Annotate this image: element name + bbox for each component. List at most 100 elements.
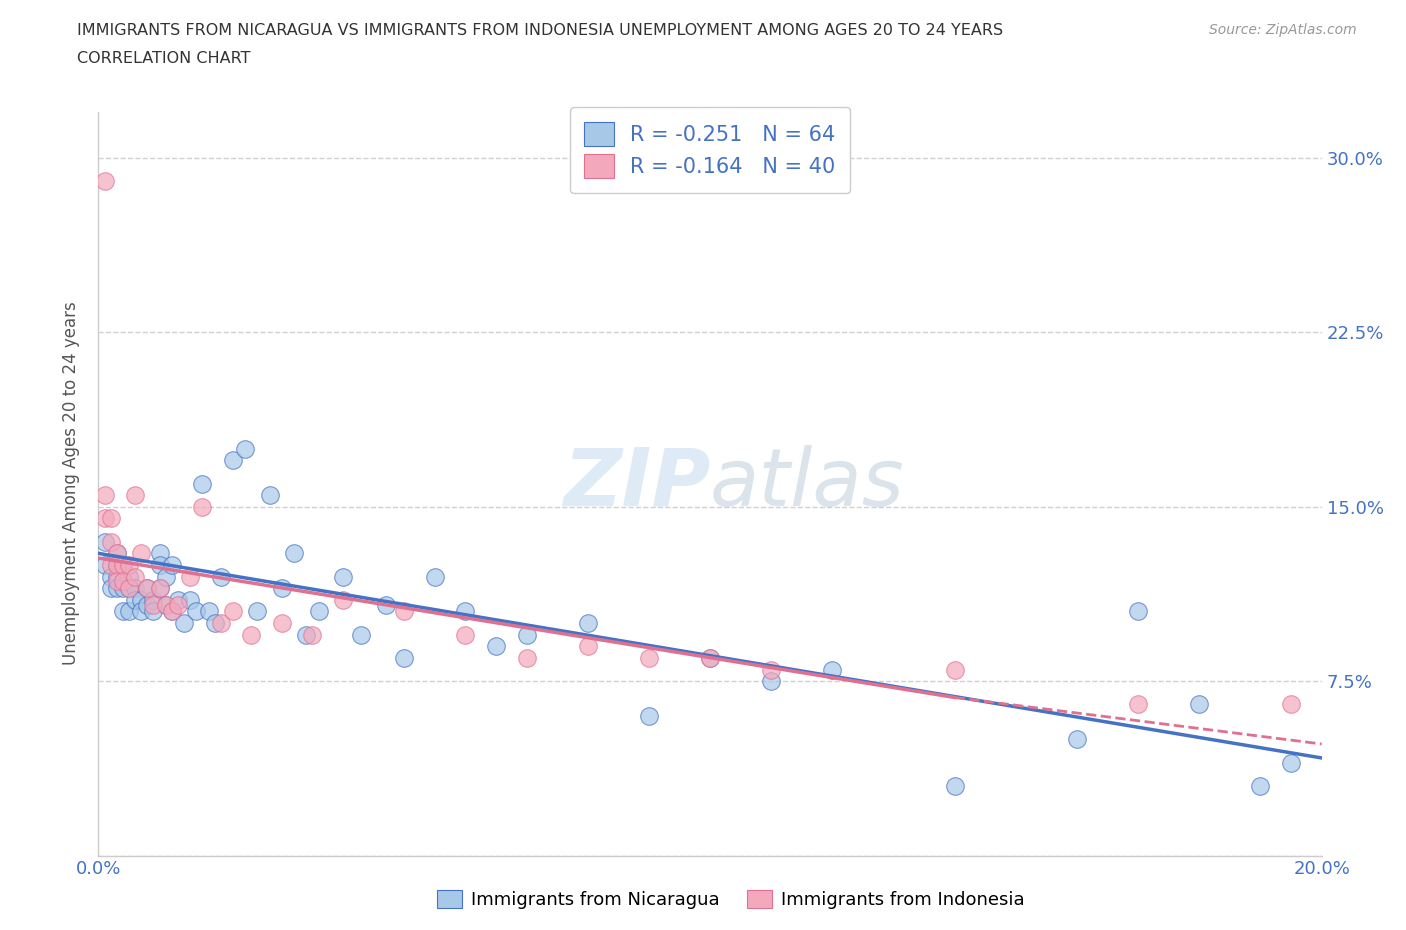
Point [240, 628, 263, 643]
Point [160, 604, 183, 619]
Point [204, 616, 226, 631]
Point [1188, 698, 1211, 712]
Point [167, 597, 190, 612]
Point [222, 604, 245, 619]
Point [111, 580, 134, 596]
Point [191, 476, 214, 491]
Point [118, 604, 141, 619]
Point [1128, 604, 1150, 619]
Point [350, 628, 373, 643]
Point [105, 574, 128, 589]
Point [516, 628, 538, 643]
Point [332, 592, 354, 607]
Point [111, 604, 134, 619]
Point [93, 174, 115, 189]
Point [136, 580, 159, 596]
Point [283, 546, 305, 561]
Point [699, 651, 721, 666]
Point [374, 597, 396, 612]
Point [111, 558, 134, 573]
Point [111, 574, 134, 589]
Point [100, 558, 122, 573]
Point [576, 639, 599, 654]
Point [142, 597, 165, 612]
Point [186, 604, 208, 619]
Point [423, 569, 446, 584]
Point [118, 569, 141, 584]
Point [516, 651, 538, 666]
Point [118, 580, 141, 596]
Point [160, 604, 183, 619]
Text: ZIP: ZIP [562, 445, 710, 523]
Point [111, 558, 134, 573]
Point [1249, 778, 1271, 793]
Point [209, 616, 232, 631]
Point [308, 604, 330, 619]
Point [105, 546, 128, 561]
Point [270, 580, 292, 596]
Point [167, 592, 190, 607]
Point [454, 628, 477, 643]
Point [454, 604, 477, 619]
Point [1128, 698, 1150, 712]
Point [637, 651, 661, 666]
Point [155, 597, 177, 612]
Text: atlas: atlas [710, 445, 905, 523]
Point [485, 639, 508, 654]
Point [160, 558, 183, 573]
Point [93, 558, 115, 573]
Point [392, 651, 416, 666]
Point [149, 580, 172, 596]
Point [576, 616, 599, 631]
Point [759, 662, 782, 677]
Point [149, 580, 172, 596]
Point [93, 512, 115, 526]
Point [1279, 698, 1302, 712]
Point [246, 604, 269, 619]
Point [943, 778, 966, 793]
Point [332, 569, 354, 584]
Point [270, 616, 292, 631]
Point [233, 442, 256, 457]
Point [136, 580, 159, 596]
Point [699, 651, 721, 666]
Point [179, 592, 201, 607]
Point [124, 580, 146, 596]
Point [142, 592, 165, 607]
Point [124, 592, 146, 607]
Point [222, 453, 245, 468]
Point [173, 616, 195, 631]
Legend: R = -0.251   N = 64, R = -0.164   N = 40: R = -0.251 N = 64, R = -0.164 N = 40 [569, 107, 851, 193]
Point [943, 662, 966, 677]
Point [105, 580, 128, 596]
Point [100, 569, 122, 584]
Point [100, 580, 122, 596]
Point [759, 673, 782, 688]
Point [105, 558, 128, 573]
Point [1279, 755, 1302, 770]
Point [197, 604, 219, 619]
Point [149, 558, 172, 573]
Point [392, 604, 416, 619]
Point [118, 580, 141, 596]
Point [259, 488, 281, 503]
Text: IMMIGRANTS FROM NICARAGUA VS IMMIGRANTS FROM INDONESIA UNEMPLOYMENT AMONG AGES 2: IMMIGRANTS FROM NICARAGUA VS IMMIGRANTS … [77, 23, 1004, 38]
Point [118, 558, 141, 573]
Point [155, 569, 177, 584]
Point [191, 499, 214, 514]
Point [124, 569, 146, 584]
Point [105, 546, 128, 561]
Y-axis label: Unemployment Among Ages 20 to 24 years: Unemployment Among Ages 20 to 24 years [62, 301, 80, 666]
Point [209, 569, 232, 584]
Point [129, 592, 152, 607]
Point [637, 709, 661, 724]
Point [179, 569, 201, 584]
Point [105, 569, 128, 584]
Point [301, 628, 323, 643]
Point [124, 488, 146, 503]
Point [821, 662, 844, 677]
Point [129, 546, 152, 561]
Point [129, 604, 152, 619]
Point [93, 534, 115, 549]
Text: CORRELATION CHART: CORRELATION CHART [77, 51, 250, 66]
